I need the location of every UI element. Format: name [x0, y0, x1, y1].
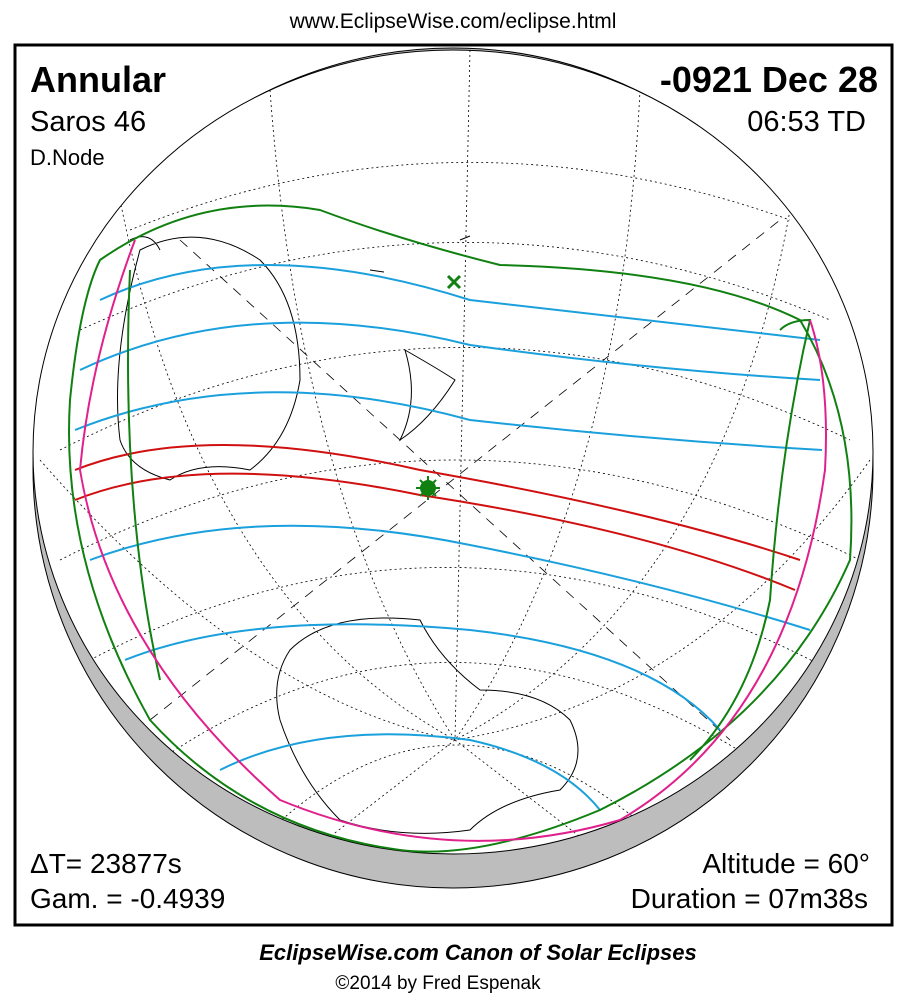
- penumbral-limits: [68, 204, 853, 853]
- date: -0921 Dec 28: [660, 59, 878, 100]
- gamma: Gam. = -0.4939: [30, 883, 225, 914]
- footer-title: EclipseWise.com Canon of Solar Eclipses: [259, 940, 697, 965]
- duration: Duration = 07m38s: [631, 883, 868, 914]
- greatest-duration-marker: [446, 274, 462, 290]
- delta-t: ΔT= 23877s: [30, 848, 182, 879]
- rise-set-curve: [78, 239, 827, 842]
- altitude: Altitude = 60°: [702, 848, 870, 879]
- greatest-eclipse-marker: [416, 476, 440, 500]
- time: 06:53 TD: [747, 106, 866, 138]
- ecliptic-lines: [149, 219, 781, 741]
- coastlines: [117, 235, 579, 834]
- longitude-lines: [39, 50, 871, 854]
- globe-day: [32, 49, 874, 855]
- globe: [32, 47, 874, 889]
- saros: Saros 46: [30, 106, 146, 138]
- annular-limit-lines: [74, 264, 823, 811]
- node: D.Node: [30, 145, 105, 170]
- eclipse-type: Annular: [30, 59, 166, 100]
- url: www.EclipseWise.com/eclipse.html: [289, 10, 617, 33]
- footer-credit: ©2014 by Fred Espenak: [335, 973, 541, 994]
- latitude-lines: [59, 162, 861, 841]
